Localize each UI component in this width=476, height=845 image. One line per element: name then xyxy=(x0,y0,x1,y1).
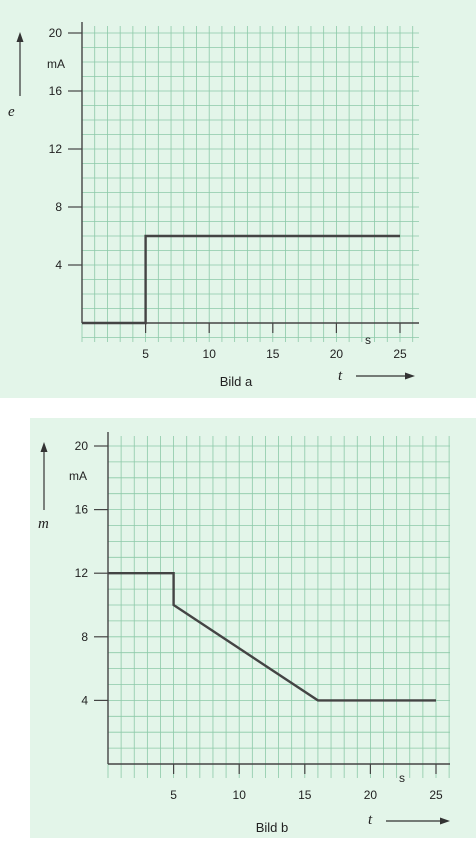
chart-caption: Bild a xyxy=(220,374,253,389)
y-tick-label: 16 xyxy=(49,84,63,98)
x-unit-label: s xyxy=(399,771,405,785)
y-unit-label: mA xyxy=(69,469,87,483)
x-tick-label: 10 xyxy=(203,347,217,361)
x-tick-label: 5 xyxy=(170,788,177,802)
y-tick-label: 12 xyxy=(49,142,63,156)
chart-panel-b: 4 8 12 16 20 5 10 15 20 25 mA m s t Bild b xyxy=(0,418,476,845)
chart-b: 4 8 12 16 20 5 10 15 20 25 mA m s t Bild b xyxy=(30,418,476,838)
y-tick-label: 12 xyxy=(75,566,89,580)
series-line xyxy=(108,571,436,702)
chart-a: 4 8 12 16 20 5 10 15 20 25 mA e s t Bild a xyxy=(0,0,476,398)
chart-caption: Bild b xyxy=(256,820,289,835)
chart-panel-a: 4 8 12 16 20 5 10 15 20 25 mA e s t Bild a xyxy=(0,0,476,398)
y-arrow-head xyxy=(16,32,24,42)
chart-background xyxy=(30,418,476,838)
grid xyxy=(81,26,419,342)
y-axis-label: e xyxy=(8,104,15,120)
x-tick-label: 10 xyxy=(233,788,247,802)
x-arrow-head xyxy=(440,817,450,825)
x-tick-label: 5 xyxy=(142,347,149,361)
y-tick-label: 20 xyxy=(49,26,63,40)
y-tick-label: 4 xyxy=(55,258,62,272)
grid xyxy=(107,436,450,778)
x-axis-label: t xyxy=(338,368,343,384)
x-axis-label: t xyxy=(368,812,373,828)
x-tick-label: 25 xyxy=(393,347,407,361)
x-arrow-head xyxy=(405,372,415,380)
x-unit-label: s xyxy=(365,333,371,347)
x-tick-label: 15 xyxy=(266,347,280,361)
y-tick-label: 8 xyxy=(55,200,62,214)
y-tick-label: 8 xyxy=(81,630,88,644)
y-arrow-head xyxy=(40,442,48,452)
y-axis-label: m xyxy=(38,516,49,532)
x-tick-label: 25 xyxy=(429,788,443,802)
chart-background xyxy=(0,0,476,398)
y-tick-label: 16 xyxy=(75,503,89,517)
y-unit-label: mA xyxy=(47,57,65,71)
y-tick-label: 4 xyxy=(81,693,88,707)
y-tick-label: 20 xyxy=(75,439,89,453)
x-tick-label: 20 xyxy=(364,788,378,802)
x-tick-label: 15 xyxy=(298,788,312,802)
x-tick-label: 20 xyxy=(330,347,344,361)
series-line xyxy=(82,234,400,325)
